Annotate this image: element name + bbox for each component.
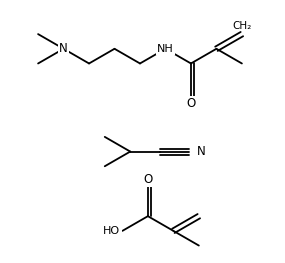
Text: NH: NH xyxy=(157,44,174,54)
Text: CH₂: CH₂ xyxy=(232,21,252,31)
Text: O: O xyxy=(186,97,196,110)
Text: N: N xyxy=(197,145,206,158)
Text: HO: HO xyxy=(103,226,121,236)
Text: O: O xyxy=(143,173,152,186)
Text: N: N xyxy=(59,42,68,55)
